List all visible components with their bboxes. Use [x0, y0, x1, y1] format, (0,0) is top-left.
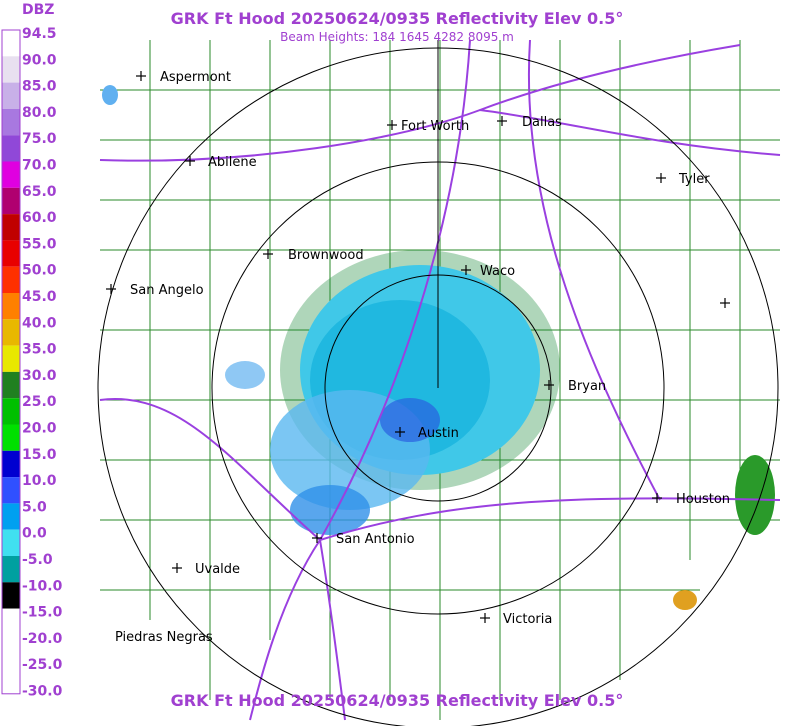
legend-label: 65.0 — [22, 184, 57, 200]
legend-label: -25.0 — [22, 657, 63, 673]
legend-label: 85.0 — [22, 79, 57, 95]
range-rings — [97, 40, 779, 726]
legend-swatch — [2, 556, 20, 583]
legend-swatch — [2, 634, 20, 662]
legend-swatch — [2, 135, 20, 162]
legend-label: 50.0 — [22, 263, 57, 279]
city-label: San Angelo — [130, 283, 204, 298]
legend-label: -20.0 — [22, 631, 63, 647]
legend-label: 5.0 — [22, 499, 47, 515]
city-label: Austin — [418, 426, 459, 441]
city-label: Aspermont — [160, 70, 231, 85]
legend-swatch — [2, 345, 20, 372]
legend-label: 80.0 — [22, 105, 57, 121]
city-label: Victoria — [503, 612, 552, 627]
city-label: Brownwood — [288, 248, 364, 263]
legend-swatch — [2, 82, 20, 109]
legend-frame — [1, 29, 21, 695]
footer-title: GRK Ft Hood 20250624/0935 Reflectivity E… — [171, 691, 624, 710]
legend-label: 45.0 — [22, 289, 57, 305]
legend-swatch — [2, 56, 20, 83]
legend-swatch — [2, 687, 20, 714]
legend-label: 35.0 — [22, 342, 57, 358]
legend-swatch — [2, 529, 20, 556]
city-markers: Aspermont Fort Worth Dallas Abilene Tyler Bro… — [106, 70, 730, 645]
legend-swatch — [2, 450, 20, 478]
city-label: Uvalde — [195, 562, 240, 577]
legend-swatch — [2, 161, 20, 188]
city-label: Dallas — [522, 115, 562, 130]
legend-swatch — [2, 477, 20, 504]
legend-swatch — [2, 266, 20, 293]
legend-label: 55.0 — [22, 236, 57, 252]
legend-label: -10.0 — [22, 578, 63, 594]
legend-label: 75.0 — [22, 131, 57, 147]
legend-label: 40.0 — [22, 315, 57, 331]
title: GRK Ft Hood 20250624/0935 Reflectivity E… — [171, 9, 624, 28]
legend-swatch — [2, 319, 20, 346]
legend-label: -15.0 — [22, 605, 63, 621]
city-label: Abilene — [208, 155, 257, 170]
legend-swatch — [2, 187, 20, 215]
legend-label: 10.0 — [22, 473, 57, 489]
color-legend: 94.5 90.0 85.0 80.0 75.0 70.0 65.0 60.0 55.0 50.0… — [1, 26, 63, 714]
city-label: Tyler — [678, 172, 710, 187]
legend-swatch — [2, 424, 20, 451]
city-label: Houston — [676, 492, 730, 507]
legend-label: 15.0 — [22, 447, 57, 463]
city-label: Waco — [480, 264, 515, 279]
legend-swatch — [2, 30, 20, 57]
legend-swatch — [2, 240, 20, 267]
legend-swatch — [2, 661, 20, 688]
legend-label: 20.0 — [22, 421, 57, 437]
legend-label: 0.0 — [22, 526, 47, 542]
legend-swatch — [2, 503, 20, 530]
legend-label: 94.5 — [22, 26, 57, 42]
city-label: San Antonio — [336, 532, 415, 547]
legend-label: 30.0 — [22, 368, 57, 384]
city-label: Fort Worth — [401, 119, 469, 134]
city-label: Piedras Negras — [115, 630, 213, 645]
legend-swatch — [2, 582, 20, 609]
legend-label: 60.0 — [22, 210, 57, 226]
legend-label: 70.0 — [22, 158, 57, 174]
city-label: Bryan — [568, 379, 606, 394]
legend-swatch — [2, 293, 20, 320]
subtitle: Beam Heights: 184 1645 4282 8095 m — [280, 30, 514, 44]
legend-label: -30.0 — [22, 684, 63, 700]
legend-swatch — [2, 398, 20, 425]
legend-label: 90.0 — [22, 52, 57, 68]
legend-swatch — [2, 608, 20, 635]
legend-label: 25.0 — [22, 394, 57, 410]
highways — [99, 39, 781, 721]
radar-echoes — [102, 85, 775, 610]
legend-swatch — [2, 108, 20, 136]
legend-swatch — [2, 371, 20, 399]
legend-label: -5.0 — [22, 552, 53, 568]
legend-unit: DBZ — [22, 2, 54, 18]
legend-swatch — [2, 214, 20, 241]
